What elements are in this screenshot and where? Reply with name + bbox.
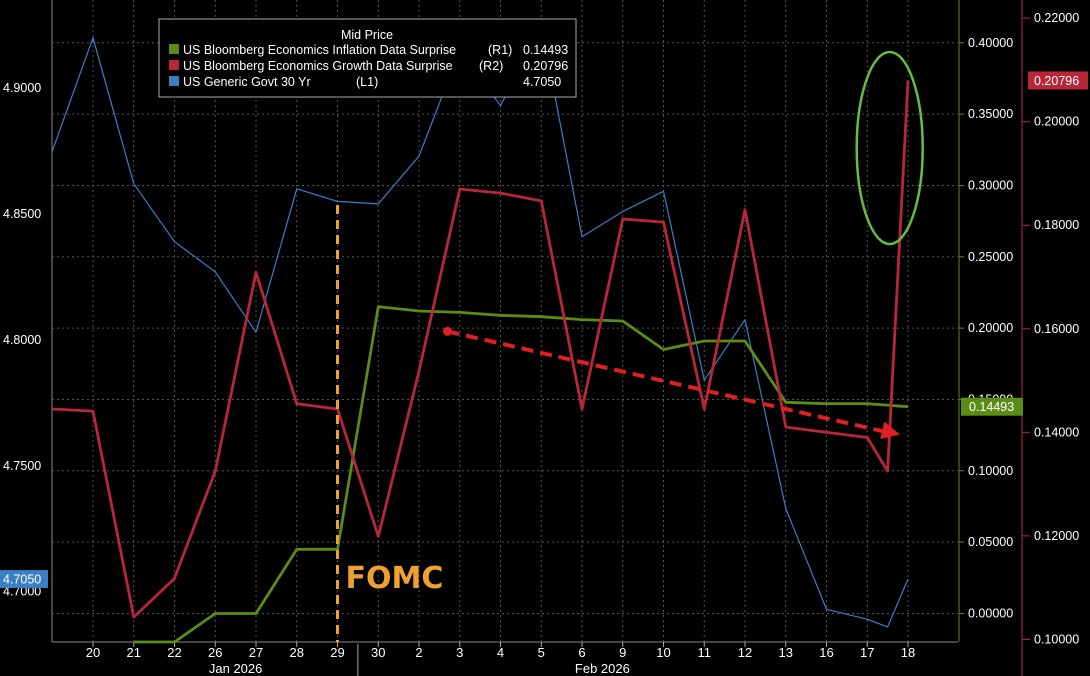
legend-axis-growth: (R2) <box>479 59 503 73</box>
x-tick-label: 12 <box>738 645 752 660</box>
left-tick-label: 4.8500 <box>3 207 41 221</box>
grid-lines <box>51 0 1023 676</box>
x-tick-label: 3 <box>456 645 463 660</box>
x-tick-label: 30 <box>371 645 385 660</box>
r2-tick-label: 0.18000 <box>1034 218 1079 232</box>
legend-label-30yr: US Generic Govt 30 Yr <box>183 75 311 89</box>
left-tick-label: 4.7500 <box>3 459 41 473</box>
annotations: FOMC <box>336 50 924 642</box>
legend-axis-30yr: (L1) <box>356 75 378 89</box>
legend-swatch-30yr <box>169 76 179 86</box>
legend-value-growth: 0.20796 <box>523 59 568 73</box>
r2-tick-label: 0.12000 <box>1034 529 1079 543</box>
legend-label-inflation: US Bloomberg Economics Inflation Data Su… <box>183 43 456 57</box>
right-axis-r1: 0.000000.050000.100000.150000.200000.250… <box>959 36 1013 620</box>
r2-tick-label: 0.16000 <box>1034 322 1079 336</box>
x-tick-label: 21 <box>127 645 141 660</box>
x-tick-label: 18 <box>901 645 915 660</box>
right-axis-r2: 0.10000 0.12000 0.14000 0.16000 0.18000 0.200… <box>1022 11 1079 646</box>
r1-tick-label: 0.10000 <box>968 464 1013 478</box>
x-tick-label: 13 <box>779 645 793 660</box>
fomc-label: FOMC <box>346 561 444 596</box>
x-month-label: Jan 2026 <box>209 661 263 676</box>
x-tick-label: 28 <box>290 645 304 660</box>
x-axis: 20 21 22 26 27 28 29 30 2 3 4 5 6 9 10 11 12 13 16 17 18 Jan … <box>86 642 915 676</box>
x-tick-label: 27 <box>249 645 263 660</box>
last-label-inflation: 0.14493 <box>969 400 1014 414</box>
x-tick-label: 20 <box>86 645 100 660</box>
legend: Mid Price US Bloomberg Economics Inflati… <box>158 18 577 98</box>
legend-value-inflation: 0.14493 <box>523 43 568 57</box>
trend-arrow-head <box>880 421 900 440</box>
series-line-inflation <box>133 305 909 644</box>
left-tick-label: 4.9000 <box>3 81 41 95</box>
series-line-growth <box>52 80 910 619</box>
last-value-labels: 0.14493 0.20796 4.7050 <box>0 71 1088 589</box>
x-tick-label: 16 <box>819 645 833 660</box>
trend-arrow-line <box>447 329 889 435</box>
x-tick-label: 10 <box>656 645 670 660</box>
legend-box <box>158 18 577 98</box>
r1-tick-label: 0.30000 <box>968 178 1013 192</box>
legend-axis-inflation: (R1) <box>488 43 512 57</box>
left-tick-label: 4.7000 <box>3 585 41 599</box>
x-tick-label: 17 <box>860 645 874 660</box>
r2-tick-label: 0.20000 <box>1034 115 1079 129</box>
last-label-tip-inflation <box>961 397 966 416</box>
last-label-growth: 0.20796 <box>1034 74 1079 88</box>
x-tick-label: 22 <box>167 645 181 660</box>
last-label-bg-inflation <box>961 397 1023 416</box>
r1-tick-label: 0.20000 <box>968 321 1013 335</box>
last-label-bg-growth <box>1028 71 1088 90</box>
last-label-bg-30yr <box>0 570 48 589</box>
r2-tick-label: 0.10000 <box>1034 632 1079 646</box>
legend-swatch-growth <box>169 60 179 70</box>
x-tick-label: 29 <box>330 645 344 660</box>
x-tick-label: 26 <box>208 645 222 660</box>
series-line-30yr <box>51 24 909 628</box>
x-tick-label: 9 <box>619 645 626 660</box>
x-month-label: Feb 2026 <box>575 661 630 676</box>
r1-tick-label: 0.05000 <box>968 535 1013 549</box>
r1-tick-label: 0.40000 <box>968 36 1013 50</box>
r1-tick-label: 0.35000 <box>968 107 1013 121</box>
x-tick-label: 2 <box>415 645 422 660</box>
r2-tick-label: 0.14000 <box>1034 425 1079 439</box>
left-axis-l1: 4.7000 4.7500 4.8000 4.8500 4.9000 <box>3 81 41 599</box>
left-tick-label: 4.8000 <box>3 333 41 347</box>
highlight-ellipse <box>855 50 924 246</box>
legend-value-30yr: 4.7050 <box>523 75 561 89</box>
x-tick-label: 4 <box>497 645 504 660</box>
legend-swatch-inflation <box>169 44 179 54</box>
r1-tick-label: 0.25000 <box>968 250 1013 264</box>
x-tick-label: 11 <box>698 645 712 660</box>
x-tick-label: 6 <box>578 645 585 660</box>
r2-tick-label: 0.22000 <box>1034 11 1079 25</box>
last-label-30yr: 4.7050 <box>3 573 41 587</box>
x-tick-label: 5 <box>538 645 545 660</box>
legend-title: Mid Price <box>341 28 393 42</box>
legend-label-growth: US Bloomberg Economics Growth Data Surpr… <box>183 59 453 73</box>
r1-tick-label: 0.00000 <box>968 606 1013 620</box>
series-lines <box>51 24 910 644</box>
